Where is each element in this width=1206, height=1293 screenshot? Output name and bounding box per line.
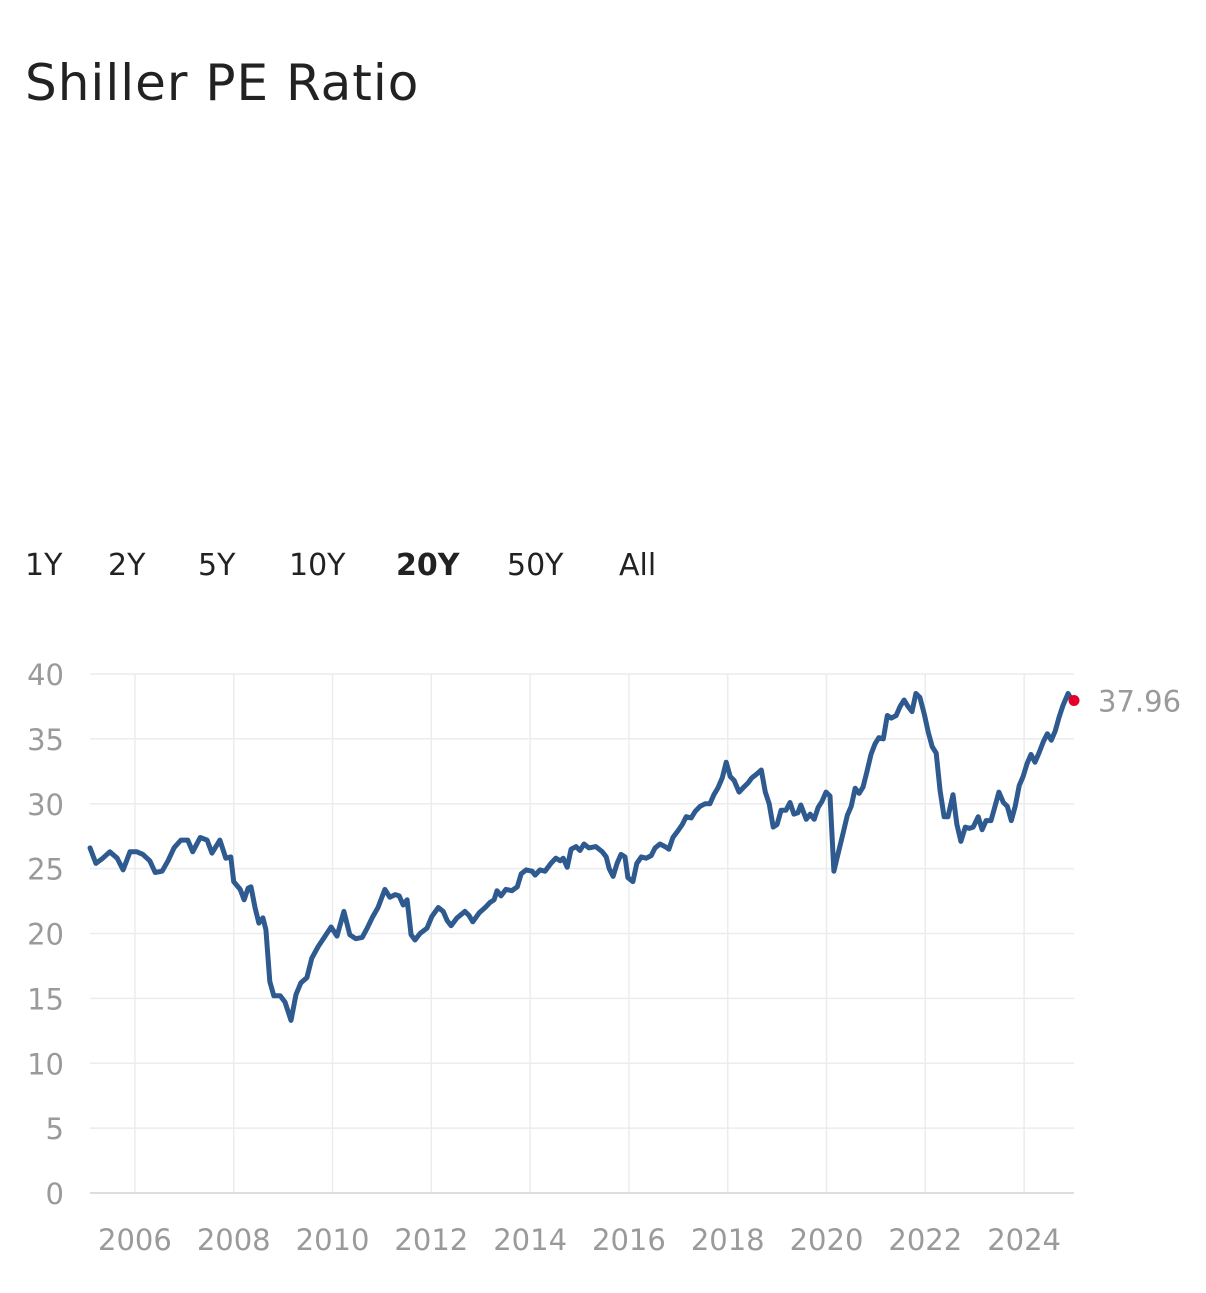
- y-tick-label: 10: [27, 1047, 64, 1081]
- range-button[interactable]: 5Y: [198, 548, 236, 583]
- y-tick-label: 40: [27, 658, 64, 692]
- y-tick-label: 35: [27, 723, 64, 757]
- range-button[interactable]: All: [619, 548, 656, 583]
- x-tick-label: 2022: [888, 1223, 962, 1257]
- y-tick-label: 15: [27, 982, 64, 1016]
- x-tick-label: 2012: [394, 1223, 468, 1257]
- range-button[interactable]: 50Y: [507, 548, 564, 583]
- range-button[interactable]: 10Y: [289, 548, 346, 583]
- y-tick-label: 0: [46, 1177, 64, 1211]
- x-tick-label: 2020: [790, 1223, 864, 1257]
- x-tick-label: 2016: [592, 1223, 666, 1257]
- x-tick-label: 2006: [98, 1223, 172, 1257]
- last-value-label: 37.96: [1098, 684, 1181, 718]
- x-tick-label: 2024: [987, 1223, 1061, 1257]
- y-tick-label: 5: [46, 1112, 64, 1146]
- x-tick-label: 2010: [296, 1223, 370, 1257]
- chart-title: Shiller PE Ratio: [25, 54, 419, 112]
- last-point: [1068, 694, 1080, 706]
- x-tick-label: 2008: [197, 1223, 271, 1257]
- y-tick-label: 30: [27, 788, 64, 822]
- series-line: [87, 691, 1077, 1023]
- range-button[interactable]: 1Y: [25, 548, 63, 583]
- x-tick-label: 2018: [691, 1223, 765, 1257]
- range-button[interactable]: 20Y: [396, 548, 461, 583]
- y-tick-label: 25: [27, 853, 64, 887]
- x-tick-label: 2014: [493, 1223, 567, 1257]
- y-tick-label: 20: [27, 918, 64, 952]
- range-button[interactable]: 2Y: [108, 548, 146, 583]
